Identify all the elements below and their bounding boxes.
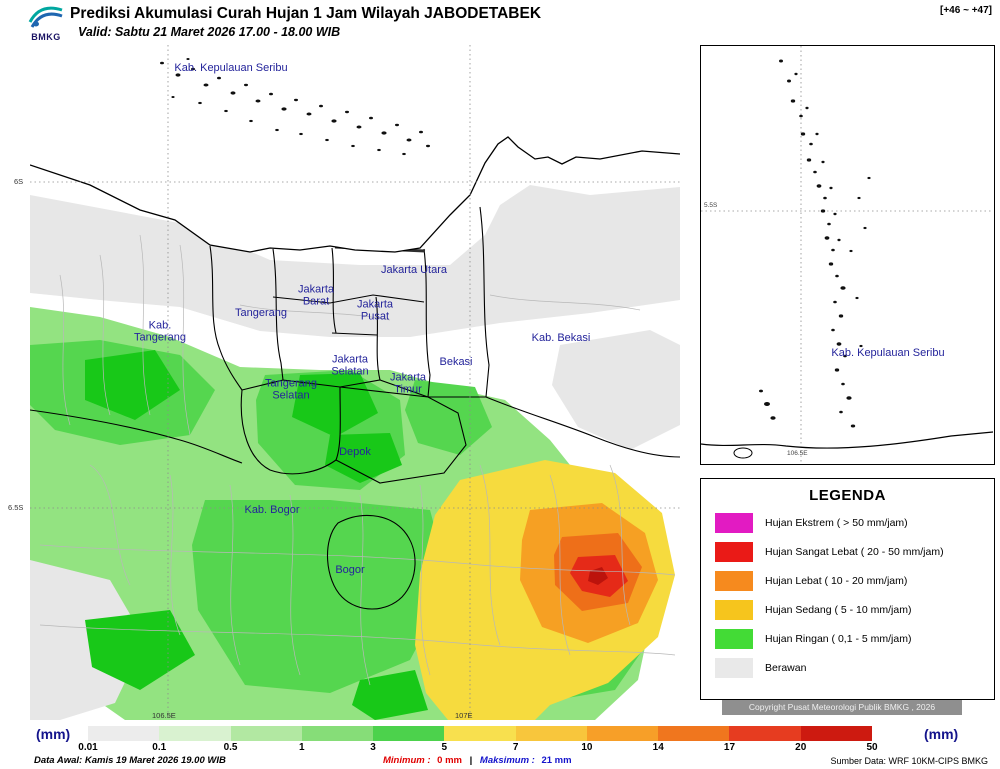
legend-item-sangat-lebat: Hujan Sangat Lebat ( 20 - 50 mm/jam) bbox=[715, 542, 994, 562]
lat-tick-6-5s: 6.5S bbox=[8, 503, 24, 512]
region-label-jakarta-selatan: Jakarta Selatan bbox=[331, 353, 369, 378]
legend-label-sedang: Hujan Sedang ( 5 - 10 mm/jam) bbox=[765, 604, 912, 616]
colorbar-tick: 7 bbox=[512, 742, 519, 753]
colorbar-segment bbox=[444, 726, 516, 741]
legend-title: LEGENDA bbox=[809, 487, 886, 504]
inset-coastline bbox=[700, 431, 994, 449]
legend-item-lebat: Hujan Lebat ( 10 - 20 mm/jam) bbox=[715, 571, 994, 591]
colorbar-segment bbox=[729, 726, 801, 741]
inset-map-svg bbox=[700, 46, 994, 463]
lead-time: [+46 ~ +47] bbox=[940, 5, 992, 16]
colorbar-tick: 3 bbox=[370, 742, 376, 753]
region-label-jakarta-timur: Jakarta Timur bbox=[389, 371, 427, 396]
inset-lat-tick: 5.5S bbox=[704, 202, 718, 209]
bmkg-logo: BMKG bbox=[26, 2, 66, 42]
legend-label-lebat: Hujan Lebat ( 10 - 20 mm/jam) bbox=[765, 575, 908, 587]
region-label-kab-bogor: Kab. Bogor bbox=[244, 503, 300, 516]
region-label-depok: Depok bbox=[339, 445, 371, 458]
colorbar-segment bbox=[515, 726, 587, 741]
legend-swatch-berawan bbox=[715, 658, 753, 678]
colorbar-segment bbox=[373, 726, 445, 741]
legend-label-sangat-lebat: Hujan Sangat Lebat ( 20 - 50 mm/jam) bbox=[765, 546, 944, 558]
inset-region-label: Kab. Kepulauan Seribu bbox=[831, 346, 945, 359]
legend-swatch-sangat-lebat bbox=[715, 542, 753, 562]
region-label-bekasi: Bekasi bbox=[439, 355, 473, 368]
colorbar-tick: 1 bbox=[299, 742, 305, 753]
legend-label-ekstrem: Hujan Ekstrem ( > 50 mm/jam) bbox=[765, 517, 908, 529]
legend-item-berawan: Berawan bbox=[715, 658, 994, 678]
legend-label-ringan: Hujan Ringan ( 0,1 - 5 mm/jam) bbox=[765, 633, 912, 645]
colorbar-segment bbox=[800, 726, 872, 741]
legend-swatch-lebat bbox=[715, 571, 753, 591]
maksimum-value: 21 mm bbox=[541, 755, 572, 766]
colorbar-ticks: 0.01 0.1 0.5 1 3 5 7 10 14 17 20 50 bbox=[78, 742, 877, 754]
subdistrict-lines bbox=[39, 234, 676, 686]
colorbar-tick: 0.5 bbox=[223, 742, 238, 753]
legend-swatch-sedang bbox=[715, 600, 753, 620]
legend-label-berawan: Berawan bbox=[765, 662, 807, 674]
inset-grid-lines bbox=[701, 46, 993, 463]
colorbar-segment bbox=[301, 726, 374, 741]
colorbar-segment bbox=[159, 726, 231, 741]
rain-overlay bbox=[30, 185, 680, 720]
inset-lon-tick: 106.5E bbox=[787, 450, 808, 457]
minimum-value: 0 mm bbox=[437, 755, 462, 766]
legend-item-sedang: Hujan Sedang ( 5 - 10 mm/jam) bbox=[715, 600, 994, 620]
inset-islands bbox=[759, 59, 871, 428]
colorbar-tick: 20 bbox=[795, 742, 807, 753]
main-map-svg bbox=[29, 45, 681, 720]
data-awal-text: Data Awal: Kamis 19 Maret 2026 19.00 WIB bbox=[34, 755, 226, 766]
colorbar-tick: 17 bbox=[723, 742, 736, 753]
legend-item-ekstrem: Hujan Ekstrem ( > 50 mm/jam) bbox=[715, 513, 994, 533]
region-label-tangerang: Tangerang bbox=[235, 306, 287, 319]
colorbar-segment bbox=[586, 726, 659, 741]
inset-map: Kab. Kepulauan Seribu 5.5S 106.5E bbox=[700, 45, 995, 465]
lat-tick-6s: 6S bbox=[14, 177, 24, 186]
region-label-tangerang-selatan: Tangerang Selatan bbox=[265, 377, 317, 402]
legend-swatch-ekstrem bbox=[715, 513, 753, 533]
colorbar-segment bbox=[88, 726, 160, 741]
legend-item-ringan: Hujan Ringan ( 0,1 - 5 mm/jam) bbox=[715, 629, 994, 649]
coastline bbox=[29, 136, 681, 253]
legend-panel: LEGENDA Hujan Ekstrem ( > 50 mm/jam) Huj… bbox=[700, 478, 995, 700]
bmkg-logo-icon bbox=[28, 6, 63, 28]
main-map: Kab. Kepulauan Seribu Kab. Tangerang Tan… bbox=[29, 45, 681, 720]
minmax-text: Minimum : 0 mm | Maksimum : 21 mm bbox=[383, 755, 572, 766]
region-label-kab-tangerang: Kab. Tangerang bbox=[134, 319, 186, 344]
colorbar-tick: 50 bbox=[866, 742, 878, 753]
minimum-label: Minimum : bbox=[383, 755, 431, 766]
region-label-jakarta-pusat: Jakarta Pusat bbox=[356, 298, 394, 323]
colorbar-unit-right: (mm) bbox=[924, 726, 959, 742]
legend-swatch-ringan bbox=[715, 629, 753, 649]
region-label-jakarta-utara: Jakarta Utara bbox=[380, 263, 448, 276]
page-title: Prediksi Akumulasi Curah Hujan 1 Jam Wil… bbox=[70, 5, 542, 22]
colorbar bbox=[88, 726, 872, 741]
colorbar-tick: 10 bbox=[581, 742, 593, 753]
colorbar-segment bbox=[658, 726, 730, 741]
bmkg-logo-text: BMKG bbox=[31, 32, 61, 42]
grid-lines bbox=[30, 45, 680, 720]
lon-tick-107e: 107E bbox=[455, 711, 473, 720]
colorbar-unit-left: (mm) bbox=[36, 726, 71, 742]
islands bbox=[160, 58, 430, 156]
valid-time: Valid: Sabtu 21 Maret 2026 17.00 - 18.00… bbox=[78, 25, 341, 39]
colorbar-segment bbox=[230, 726, 302, 741]
region-label-kepulauan-seribu: Kab. Kepulauan Seribu bbox=[174, 61, 288, 74]
copyright-badge: Copyright Pusat Meteorologi Publik BMKG … bbox=[722, 700, 962, 715]
minmax-separator: | bbox=[469, 755, 473, 766]
colorbar-tick: 0.1 bbox=[152, 742, 167, 753]
colorbar-tick: 0.01 bbox=[78, 742, 98, 753]
colorbar-tick: 14 bbox=[652, 742, 664, 753]
lon-tick-106-5e: 106.5E bbox=[152, 711, 176, 720]
region-label-kab-bekasi: Kab. Bekasi bbox=[531, 331, 591, 344]
region-label-bogor: Bogor bbox=[335, 563, 365, 576]
maksimum-label: Maksimum : bbox=[479, 755, 535, 766]
sumber-data-text: Sumber Data: WRF 10KM-CIPS BMKG bbox=[830, 756, 988, 766]
colorbar-tick: 5 bbox=[441, 742, 448, 753]
region-label-jakarta-barat: Jakarta Barat bbox=[297, 283, 335, 308]
